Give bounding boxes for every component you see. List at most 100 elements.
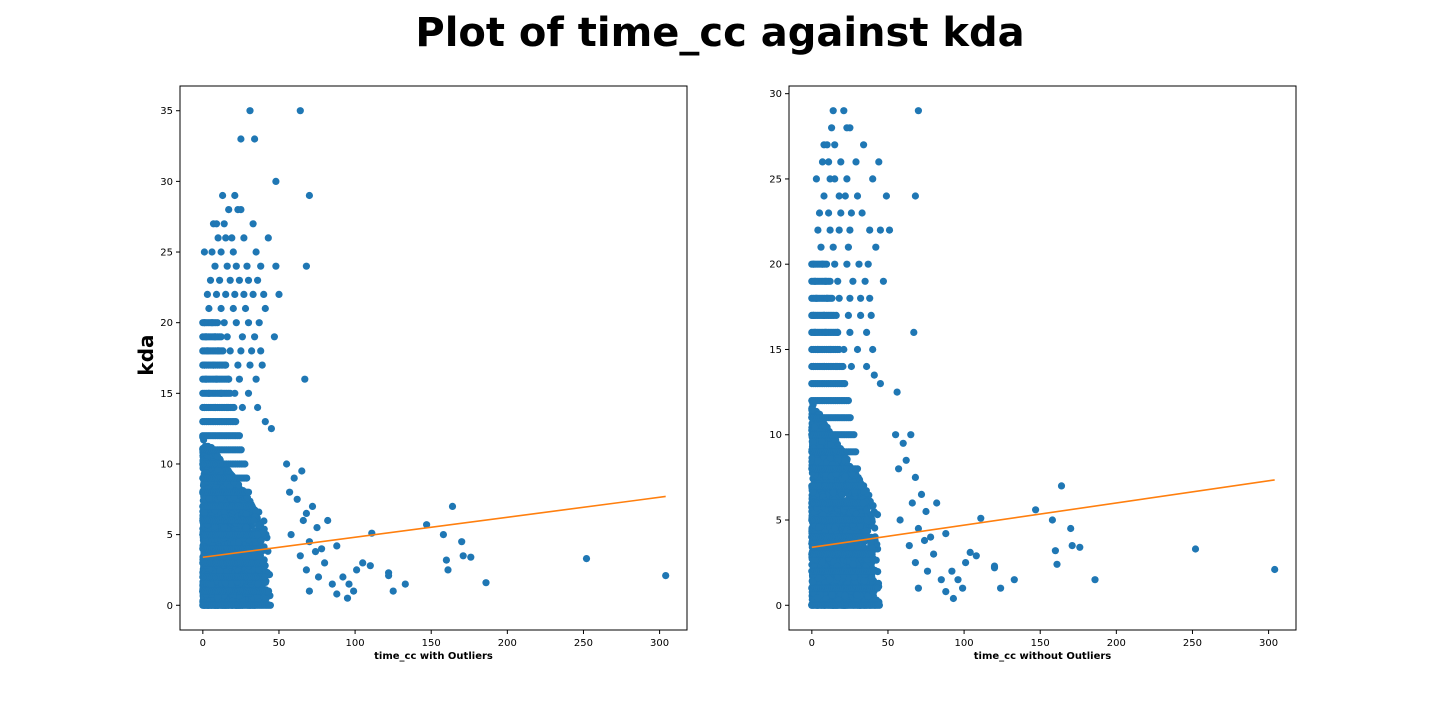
data-point [235,432,243,440]
data-point [261,304,269,313]
data-point [211,403,219,412]
data-point [259,559,267,567]
data-point [220,220,228,228]
data-point [208,319,216,327]
data-point [200,361,208,369]
data-point [296,552,304,560]
data-point [241,304,250,313]
x-tick-label: 150 [422,638,441,649]
data-point [350,587,358,595]
data-point [211,333,219,341]
data-point [252,375,260,383]
data-point [238,333,246,341]
data-point [234,361,242,369]
data-point [321,559,329,567]
data-point [229,248,237,256]
data-point [240,234,248,242]
data-point [216,276,224,284]
data-point [283,460,291,468]
data-point [206,276,215,284]
data-point [442,556,450,564]
data-point [353,566,361,574]
y-tick-label: 25 [160,248,173,259]
data-point [328,580,336,588]
data-point [230,403,238,412]
data-points-layer [199,107,670,609]
data-point [205,494,213,502]
data-point [257,347,265,355]
y-tick-label: 5 [167,530,173,541]
data-point [207,581,215,589]
data-point [314,573,323,581]
data-point [217,248,225,256]
data-point [296,107,304,115]
data-point [345,580,353,588]
data-point [302,509,310,517]
data-point [219,191,227,200]
data-point [203,347,211,355]
data-point [359,559,367,567]
data-point [254,403,262,412]
data-point [202,375,210,383]
data-point [389,587,397,595]
x-tick-label: 100 [346,638,365,649]
data-point [243,474,251,482]
data-point [258,361,266,369]
data-point [237,135,245,143]
data-point [301,375,309,383]
data-point [286,488,294,496]
fit-line-layer [202,495,666,559]
data-point [229,304,237,313]
y-tick-label: 35 [160,106,173,117]
data-point [299,516,307,525]
data-point [220,319,228,327]
data-point [270,333,278,341]
y-axis-label: kda [134,334,158,375]
x-tick-label: 300 [650,638,669,649]
data-point [250,516,258,525]
data-point [339,573,347,581]
data-point [260,290,268,298]
data-point [241,460,249,468]
data-point [234,538,243,547]
data-point [237,347,245,355]
data-point [305,587,313,595]
data-point [240,290,248,298]
data-point [298,467,306,475]
data-point [214,234,222,242]
data-point [235,375,243,383]
x-axis-label: time_cc with Outliers [374,651,493,662]
data-point [313,524,321,532]
data-point [244,319,253,327]
x-tick-label: 50 [273,638,286,649]
data-point [308,502,317,510]
data-point [209,361,218,369]
data-point [200,248,208,256]
data-point [249,290,257,298]
y-tick-label: 0 [167,601,173,612]
data-point [212,220,221,228]
data-point [257,537,265,545]
data-point [238,403,246,412]
data-point [223,262,231,270]
data-point [231,290,239,298]
data-point [444,566,452,574]
data-point [203,290,211,298]
data-point [212,375,221,383]
data-point [290,474,298,482]
data-point [244,389,253,397]
data-point [231,389,239,397]
data-point [242,523,250,531]
data-point [272,262,280,270]
data-point [333,590,341,598]
data-point [324,516,332,525]
data-point [343,594,352,602]
data-point [293,495,301,503]
data-point [458,538,466,546]
x-tick-label: 0 [200,638,206,649]
data-point [261,573,269,581]
x-tick-label: 250 [574,638,593,649]
